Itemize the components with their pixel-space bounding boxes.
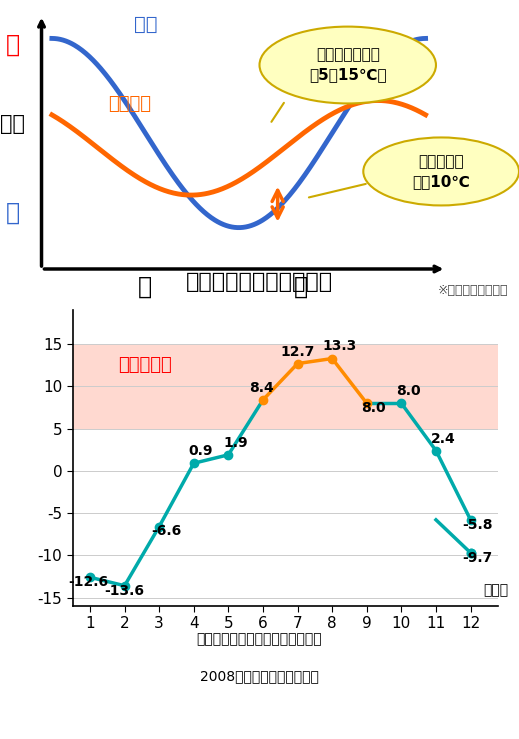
Text: -5.8: -5.8 xyxy=(462,517,493,531)
Text: 13.3: 13.3 xyxy=(322,339,356,353)
Text: 8.4: 8.4 xyxy=(249,381,274,395)
Text: 夏: 夏 xyxy=(138,275,153,299)
Text: 地中の温度: 地中の温度 xyxy=(118,356,171,374)
Text: 冬: 冬 xyxy=(294,275,308,299)
Text: 12.7: 12.7 xyxy=(280,344,315,358)
Text: （月）: （月） xyxy=(484,584,509,598)
Text: 8.0: 8.0 xyxy=(396,384,420,398)
Text: 低: 低 xyxy=(6,201,20,225)
Text: -9.7: -9.7 xyxy=(462,551,493,565)
Text: -12.6: -12.6 xyxy=(68,575,108,589)
Ellipse shape xyxy=(260,27,436,103)
Text: -6.6: -6.6 xyxy=(151,523,181,537)
Text: 0.9: 0.9 xyxy=(188,444,213,458)
Text: 参考資料：気象庁／気象統計情報: 参考資料：気象庁／気象統計情報 xyxy=(197,632,322,646)
Text: １年中一定温度
（5～15℃）: １年中一定温度 （5～15℃） xyxy=(309,47,387,83)
Text: 2008年度札幌月別最低気温: 2008年度札幌月別最低気温 xyxy=(200,669,319,683)
Text: ※図はイメージです: ※図はイメージです xyxy=(438,284,509,297)
Text: 1.9: 1.9 xyxy=(223,436,248,450)
Text: 2.4: 2.4 xyxy=(430,432,455,446)
Bar xyxy=(73,344,498,429)
Text: 月別最低気温と地中温度: 月別最低気温と地中温度 xyxy=(186,272,333,292)
Text: 気温: 気温 xyxy=(133,15,157,33)
Ellipse shape xyxy=(363,137,519,205)
Text: -13.6: -13.6 xyxy=(104,584,145,598)
Text: 冬の気温は
０～10℃: 冬の気温は ０～10℃ xyxy=(412,154,470,189)
Text: 地中温度: 地中温度 xyxy=(108,95,151,113)
Text: 温度: 温度 xyxy=(1,114,25,134)
Text: 8.0: 8.0 xyxy=(361,401,386,415)
Text: 高: 高 xyxy=(6,33,20,56)
